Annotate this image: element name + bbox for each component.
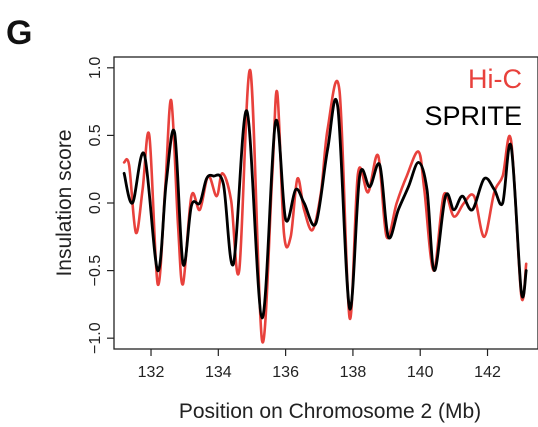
x-tick-label: 142 bbox=[474, 364, 501, 381]
series-lines bbox=[122, 69, 528, 344]
x-axis: 132 134 136 138 140 142 bbox=[138, 349, 501, 381]
x-tick-label: 134 bbox=[205, 364, 232, 381]
series-line-sprite bbox=[122, 97, 528, 320]
y-tick-label: 0.5 bbox=[87, 124, 104, 146]
x-axis-title: Position on Chromosome 2 (Mb) bbox=[179, 400, 481, 423]
y-tick-label: 1.0 bbox=[87, 57, 104, 79]
legend-label-sprite: SPRITE bbox=[424, 101, 522, 131]
x-tick-label: 132 bbox=[138, 364, 165, 381]
y-tick-label: −0.5 bbox=[87, 255, 104, 287]
y-axis-title: Insulation score bbox=[53, 129, 76, 276]
x-tick-label: 140 bbox=[407, 364, 434, 381]
legend-label-hi-c: Hi-C bbox=[468, 64, 522, 94]
panel-letter: G bbox=[6, 14, 32, 52]
y-tick-label: 0.0 bbox=[87, 192, 104, 214]
x-tick-label: 138 bbox=[340, 364, 367, 381]
y-tick-label: −1.0 bbox=[87, 322, 104, 354]
x-tick-label: 136 bbox=[272, 364, 299, 381]
y-axis: −1.0 −0.5 0.0 0.5 1.0 bbox=[87, 57, 114, 354]
